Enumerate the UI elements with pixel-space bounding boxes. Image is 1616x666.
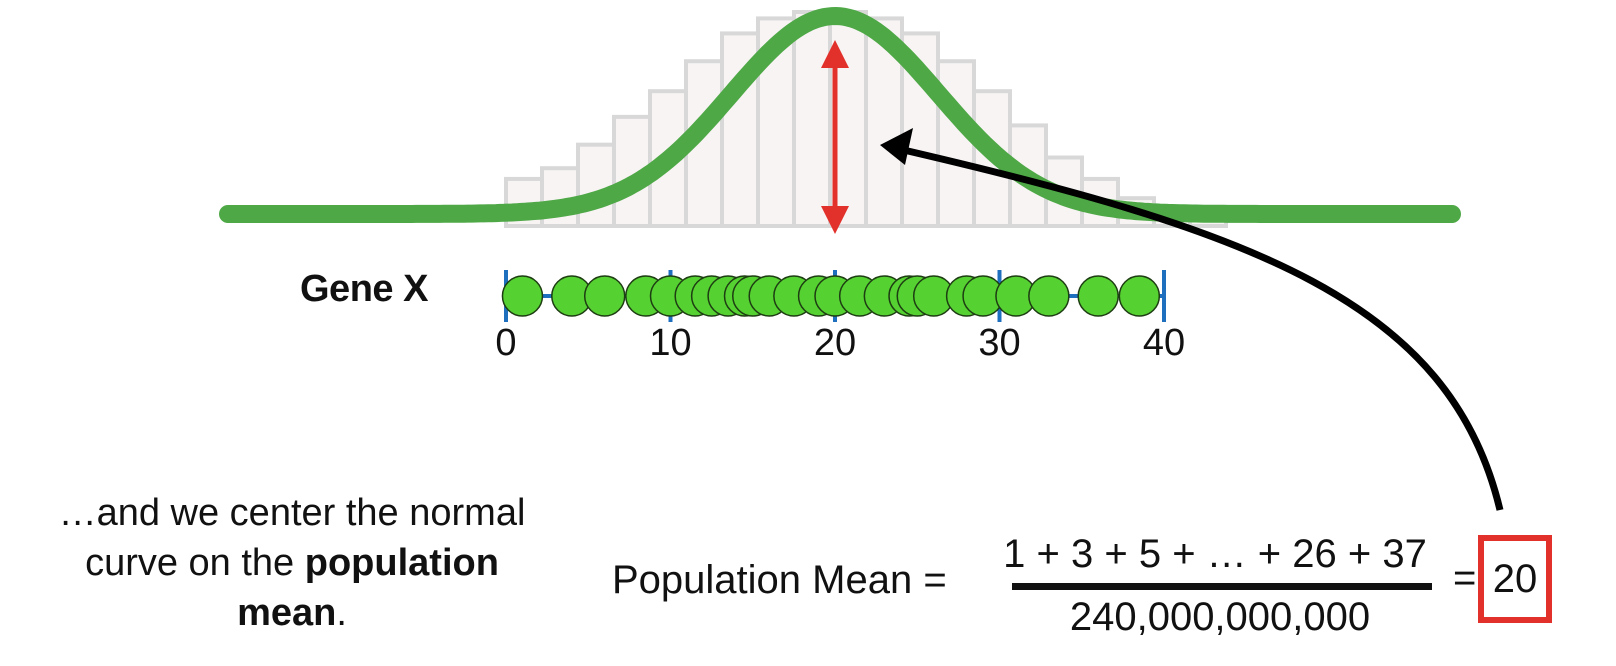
pointer-arrow [880, 128, 1504, 511]
histogram [504, 10, 1228, 229]
equation-denominator: 240,000,000,000 [1069, 595, 1371, 639]
data-point [583, 275, 626, 317]
tick-label: 30 [978, 322, 1021, 364]
tick-label: 40 [1142, 322, 1186, 364]
gene-label: Gene X [300, 268, 428, 310]
mean-result: 20 [1492, 556, 1538, 601]
tick-label: 0 [495, 322, 517, 364]
data-point [1118, 275, 1161, 317]
histogram-bar [792, 10, 832, 228]
mean-height-arrow [821, 40, 849, 234]
equation-numerator: 1 + 3 + 5 + … + 26 + 37 [1003, 532, 1427, 576]
caption-bold-mean: mean [237, 592, 337, 634]
data-point [1028, 275, 1070, 317]
mean-height-arrowhead-bottom [821, 206, 849, 234]
data-point [1077, 275, 1119, 317]
pointer-arrow-shaft [894, 144, 1504, 511]
caption-end: . [336, 592, 347, 634]
data-points [501, 275, 1161, 317]
normal-curve [219, 6, 1461, 223]
pointer-arrowhead [880, 128, 913, 165]
caption-bold-population: population [304, 542, 499, 584]
tick-label: 20 [813, 322, 857, 364]
fraction-bar [1012, 583, 1432, 590]
caption-text: …and we center the normal curve on the [58, 492, 526, 584]
equation-equals: = [1453, 556, 1477, 600]
data-point [501, 275, 544, 317]
tick-label: 10 [649, 322, 692, 364]
mean-result-box: 20 [1478, 535, 1552, 623]
histogram-bar [576, 142, 616, 228]
caption: …and we center the normal curve on the p… [18, 488, 566, 638]
mean-height-arrowhead-top [821, 40, 849, 68]
equation-label: Population Mean = [612, 558, 947, 602]
